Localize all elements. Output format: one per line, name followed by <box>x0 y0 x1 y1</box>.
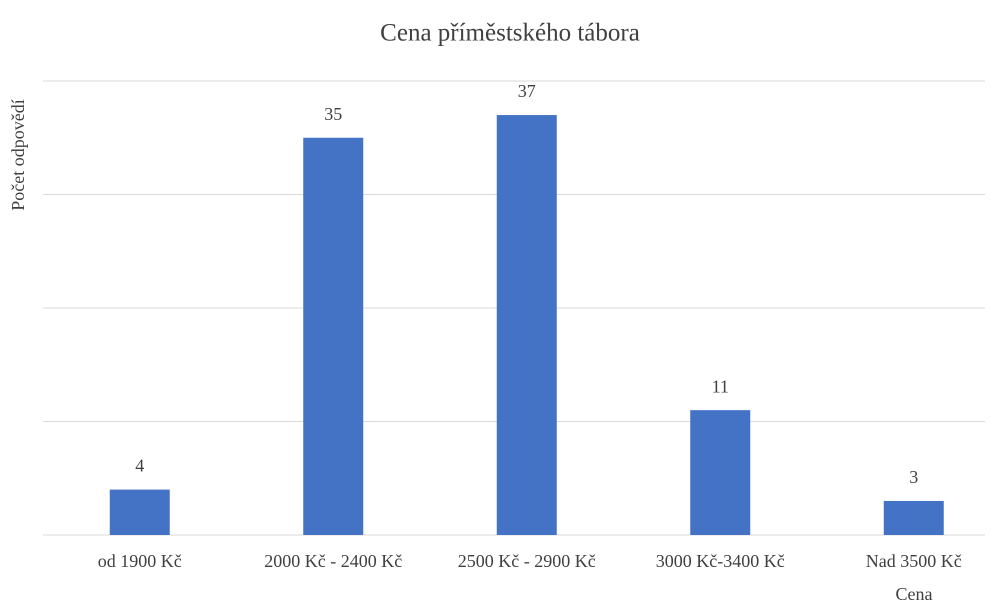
x-tick-label: Nad 3500 Kč <box>866 551 962 571</box>
bar <box>109 489 170 535</box>
x-tick-label: 2000 Kč - 2400 Kč <box>264 551 402 571</box>
chart-title: Cena příměstského tábora <box>380 20 640 47</box>
data-label: 4 <box>135 456 144 476</box>
data-label: 11 <box>712 376 729 396</box>
bar <box>690 410 751 535</box>
data-label: 35 <box>324 104 342 124</box>
bar <box>883 500 944 535</box>
bar <box>303 137 364 535</box>
x-tick-label: 3000 Kč-3400 Kč <box>656 551 785 571</box>
x-tick-label: 2500 Kč - 2900 Kč <box>458 551 596 571</box>
y-axis-label: Počet odpovědí <box>8 99 28 210</box>
bar <box>496 115 557 536</box>
data-label: 37 <box>518 81 536 101</box>
x-axis-label: Cena <box>896 584 933 604</box>
data-label: 3 <box>909 467 918 487</box>
x-tick-label: od 1900 Kč <box>98 551 182 571</box>
